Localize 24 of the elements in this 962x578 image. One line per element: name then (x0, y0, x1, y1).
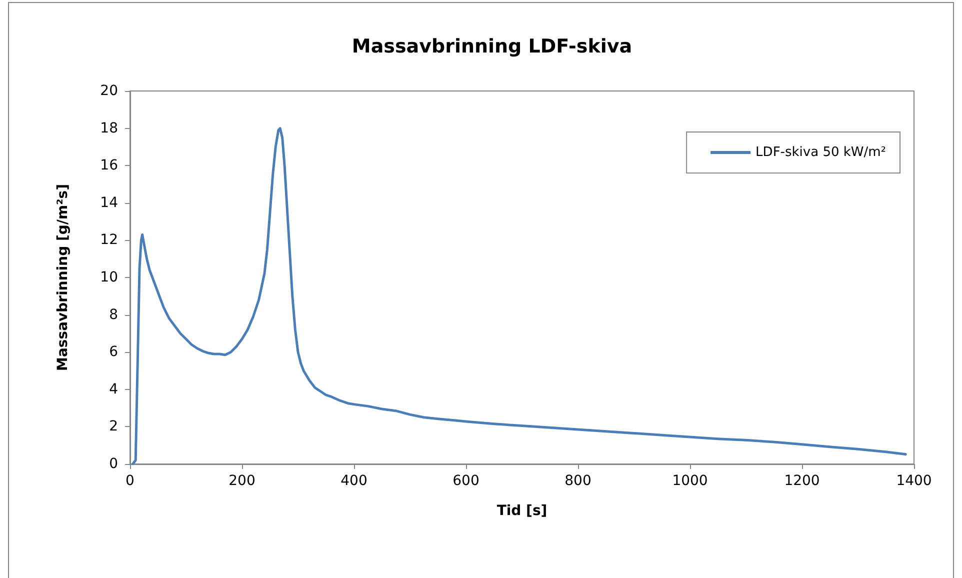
y-tick-label: 10 (100, 270, 118, 286)
y-tick-label: 12 (100, 232, 118, 248)
y-axis-title: Massavbrinning [g/m²s] (55, 184, 71, 371)
y-tick-label: 8 (109, 306, 118, 323)
chart-title: Massavbrinning LDF-skiva (352, 36, 632, 58)
y-tick-label: 4 (109, 381, 118, 398)
y-tick-label: 14 (100, 194, 118, 211)
y-tick-label: 2 (109, 418, 118, 435)
x-tick-label: 1200 (784, 473, 820, 489)
x-tick-label: 800 (564, 473, 592, 489)
x-tick-label: 1000 (672, 473, 708, 489)
x-tick-label: 400 (340, 473, 368, 489)
x-tick-label: 1400 (896, 473, 932, 489)
x-tick-label: 600 (452, 473, 480, 489)
y-tick-label: 18 (100, 120, 118, 136)
y-tick-label: 6 (109, 344, 118, 360)
x-axis-title: Tid [s] (496, 503, 548, 519)
y-tick-label: 16 (100, 158, 118, 174)
line-series (132, 127, 907, 466)
y-tick-label: 20 (100, 83, 118, 99)
y-tick-label: 0 (109, 456, 118, 472)
legend-label: LDF-skiva 50 kW/m² (756, 145, 886, 160)
x-tick-label: 0 (126, 473, 134, 489)
x-tick-label: 200 (228, 473, 256, 489)
